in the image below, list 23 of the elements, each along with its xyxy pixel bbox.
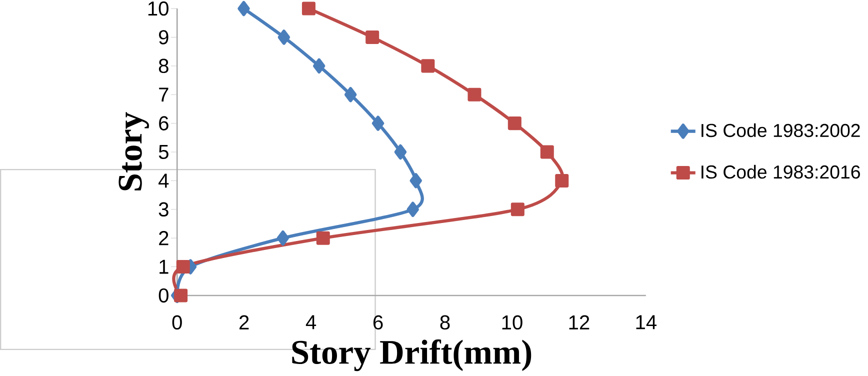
x-tick-label: 6 (373, 315, 383, 330)
legend-label: IS Code 1983:2002 (702, 123, 860, 138)
y-tick-label: 4 (158, 174, 169, 188)
y-tick-label: 5 (158, 145, 168, 160)
x-tick-label: 0 (172, 315, 182, 330)
y-tick-label: 2 (159, 231, 168, 246)
y-tick-label: 1 (160, 260, 168, 274)
x-tick-label: 14 (636, 315, 657, 330)
y-tick-label: 10 (148, 1, 168, 16)
x-tick-label: 12 (569, 315, 590, 330)
y-tick-label: 3 (158, 202, 168, 217)
y-tick-label: 8 (158, 58, 168, 74)
x-tick-label: 4 (306, 315, 316, 330)
legend-label: IS Code 1983:2016 (702, 164, 860, 179)
y-tick-label: 6 (159, 116, 168, 130)
y-axis-title: Story (118, 112, 149, 190)
y-tick-label: 0 (158, 288, 168, 303)
x-tick-label: 2 (240, 315, 249, 330)
x-tick-label: 8 (440, 315, 450, 330)
y-tick-label: 7 (159, 88, 168, 102)
x-tick-label: 10 (502, 315, 522, 330)
y-tick-label: 9 (159, 30, 168, 44)
x-axis-title: Story Drift(mm) (292, 339, 532, 372)
